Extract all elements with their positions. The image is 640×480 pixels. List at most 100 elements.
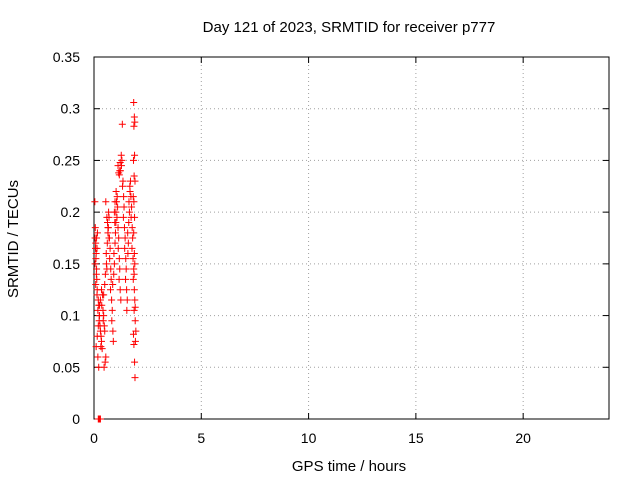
data-point bbox=[103, 239, 111, 247]
data-point bbox=[102, 250, 110, 258]
data-point bbox=[109, 327, 117, 335]
data-point bbox=[130, 229, 138, 237]
data-point bbox=[131, 337, 139, 345]
data-point bbox=[130, 250, 138, 258]
data-point bbox=[116, 158, 124, 166]
data-point bbox=[111, 229, 119, 237]
data-point bbox=[98, 337, 106, 345]
data-point bbox=[110, 270, 118, 278]
data-point bbox=[91, 198, 99, 206]
data-point bbox=[129, 275, 137, 283]
data-point bbox=[108, 317, 116, 325]
data-point bbox=[131, 260, 139, 268]
data-point bbox=[100, 291, 108, 299]
data-point bbox=[120, 203, 128, 211]
data-point bbox=[114, 224, 122, 232]
data-point bbox=[95, 312, 103, 320]
data-point bbox=[113, 193, 121, 201]
data-point bbox=[129, 193, 137, 201]
data-point bbox=[129, 255, 137, 263]
data-point bbox=[107, 265, 115, 273]
y-tick-label: 0.05 bbox=[53, 359, 80, 375]
data-point bbox=[129, 330, 137, 338]
x-axis-label: GPS time / hours bbox=[292, 458, 406, 475]
data-point bbox=[125, 208, 133, 216]
data-point bbox=[93, 275, 101, 283]
data-point bbox=[123, 286, 131, 294]
data-point bbox=[131, 358, 139, 366]
data-point bbox=[99, 306, 107, 314]
data-point bbox=[91, 260, 99, 268]
data-point bbox=[130, 306, 138, 314]
data-point bbox=[93, 229, 101, 237]
data-point bbox=[128, 224, 136, 232]
data-point bbox=[124, 229, 132, 237]
data-point bbox=[122, 265, 130, 273]
data-point bbox=[117, 151, 125, 159]
data-points bbox=[91, 99, 140, 423]
data-point bbox=[115, 255, 123, 263]
data-point bbox=[122, 255, 130, 263]
data-point bbox=[110, 208, 118, 216]
data-point bbox=[92, 281, 100, 289]
grid-lines bbox=[94, 57, 609, 419]
data-point bbox=[93, 234, 101, 242]
data-point bbox=[112, 218, 120, 226]
data-point bbox=[112, 187, 120, 195]
data-point bbox=[124, 239, 132, 247]
data-point bbox=[92, 255, 100, 263]
data-point bbox=[131, 118, 139, 126]
y-tick-label: 0.1 bbox=[61, 308, 81, 324]
data-point bbox=[130, 270, 138, 278]
data-point bbox=[107, 275, 115, 283]
data-point bbox=[103, 213, 111, 221]
data-point bbox=[106, 255, 114, 263]
data-point bbox=[131, 317, 139, 325]
data-point bbox=[121, 244, 129, 252]
data-point bbox=[130, 99, 138, 107]
data-point bbox=[96, 415, 104, 423]
y-tick-label: 0.2 bbox=[61, 204, 81, 220]
data-point bbox=[114, 244, 122, 252]
data-point bbox=[131, 151, 139, 159]
data-point bbox=[101, 281, 109, 289]
chart-title: Day 121 of 2023, SRMTID for receiver p77… bbox=[203, 19, 496, 36]
data-point bbox=[118, 120, 126, 128]
tick-labels: 0 5 10 15 20 0 0.05 0.1 0.15 0.2 0.25 0.3 0.35 bbox=[53, 49, 531, 446]
data-point bbox=[110, 260, 118, 268]
data-point bbox=[115, 275, 123, 283]
data-point bbox=[122, 275, 130, 283]
data-point bbox=[110, 250, 118, 258]
y-tick-label: 0.25 bbox=[53, 152, 80, 168]
data-point bbox=[95, 363, 103, 371]
data-point bbox=[101, 358, 109, 366]
data-point bbox=[131, 213, 139, 221]
data-point bbox=[108, 306, 116, 314]
data-point bbox=[107, 286, 115, 294]
data-point bbox=[123, 306, 131, 314]
data-point bbox=[130, 172, 138, 180]
data-point bbox=[93, 244, 101, 252]
data-point bbox=[109, 281, 117, 289]
data-point bbox=[131, 177, 139, 185]
data-point bbox=[113, 213, 121, 221]
y-tick-label: 0.3 bbox=[61, 101, 81, 117]
x-tick-label: 20 bbox=[515, 430, 531, 446]
data-point bbox=[96, 296, 104, 304]
x-tick-label: 10 bbox=[301, 430, 317, 446]
x-tick-label: 15 bbox=[408, 430, 424, 446]
data-point bbox=[116, 167, 124, 175]
data-point bbox=[98, 286, 106, 294]
data-point bbox=[91, 224, 99, 232]
data-point bbox=[101, 270, 109, 278]
data-point bbox=[129, 234, 137, 242]
data-point bbox=[109, 337, 117, 345]
data-point bbox=[126, 182, 134, 190]
data-point bbox=[93, 332, 101, 340]
data-point bbox=[129, 156, 137, 164]
data-point bbox=[119, 213, 127, 221]
axis-ticks bbox=[93, 56, 609, 420]
y-tick-label: 0 bbox=[72, 411, 80, 427]
data-point bbox=[130, 286, 138, 294]
